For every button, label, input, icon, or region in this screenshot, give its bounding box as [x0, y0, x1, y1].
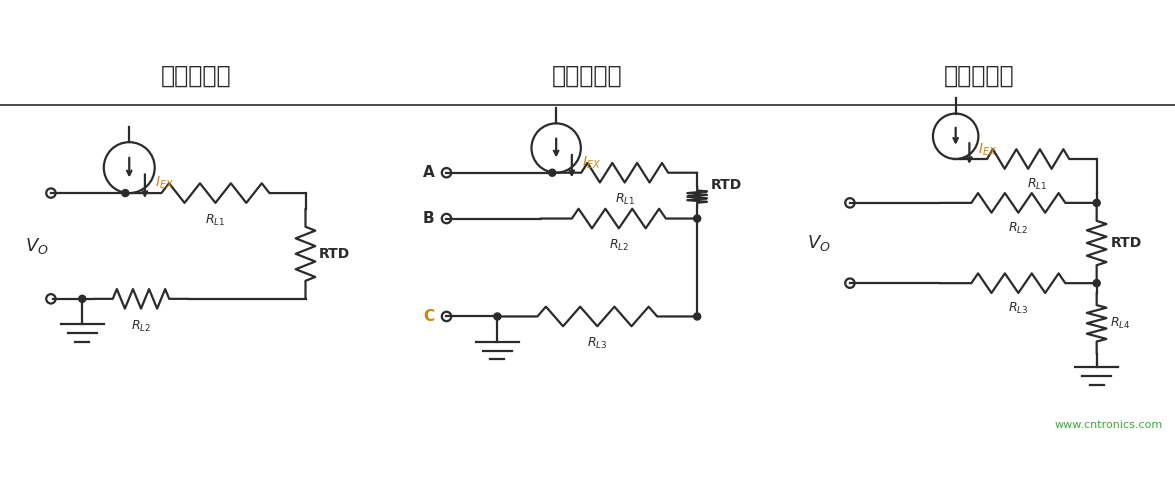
Text: B: B [423, 211, 435, 226]
Text: $V_O$: $V_O$ [807, 233, 831, 253]
Text: $R_{L3}$: $R_{L3}$ [588, 336, 607, 351]
Text: $V_O$: $V_O$ [26, 236, 49, 256]
Circle shape [693, 215, 700, 222]
Text: A: A [423, 165, 435, 180]
Circle shape [1093, 280, 1100, 286]
Text: $I_{EX}$: $I_{EX}$ [582, 155, 600, 171]
Text: $R_{L1}$: $R_{L1}$ [615, 192, 634, 207]
Text: 四线制接法: 四线制接法 [944, 63, 1014, 87]
Text: $R_{L2}$: $R_{L2}$ [609, 238, 629, 253]
Text: $R_{L3}$: $R_{L3}$ [1008, 301, 1028, 316]
Text: 三线制接法: 三线制接法 [552, 63, 623, 87]
Circle shape [122, 189, 129, 197]
Text: C: C [424, 309, 435, 324]
Circle shape [1093, 200, 1100, 206]
Text: RTD: RTD [711, 178, 743, 192]
Text: $I_{EX}$: $I_{EX}$ [155, 175, 174, 191]
Circle shape [549, 169, 556, 176]
Text: RTD: RTD [320, 247, 350, 261]
Text: $R_{L4}$: $R_{L4}$ [1110, 316, 1130, 331]
Text: $I_{EX}$: $I_{EX}$ [978, 142, 998, 158]
Text: RTD: RTD [1110, 236, 1142, 250]
Text: $R_{L1}$: $R_{L1}$ [1027, 177, 1047, 192]
Text: $R_{L2}$: $R_{L2}$ [130, 318, 152, 333]
Text: 两线制接法: 两线制接法 [161, 63, 231, 87]
Circle shape [79, 295, 86, 303]
Circle shape [494, 313, 501, 320]
Text: $R_{L1}$: $R_{L1}$ [206, 213, 226, 228]
Text: www.cntronics.com: www.cntronics.com [1055, 420, 1163, 430]
Circle shape [693, 313, 700, 320]
Text: $R_{L2}$: $R_{L2}$ [1008, 221, 1028, 236]
